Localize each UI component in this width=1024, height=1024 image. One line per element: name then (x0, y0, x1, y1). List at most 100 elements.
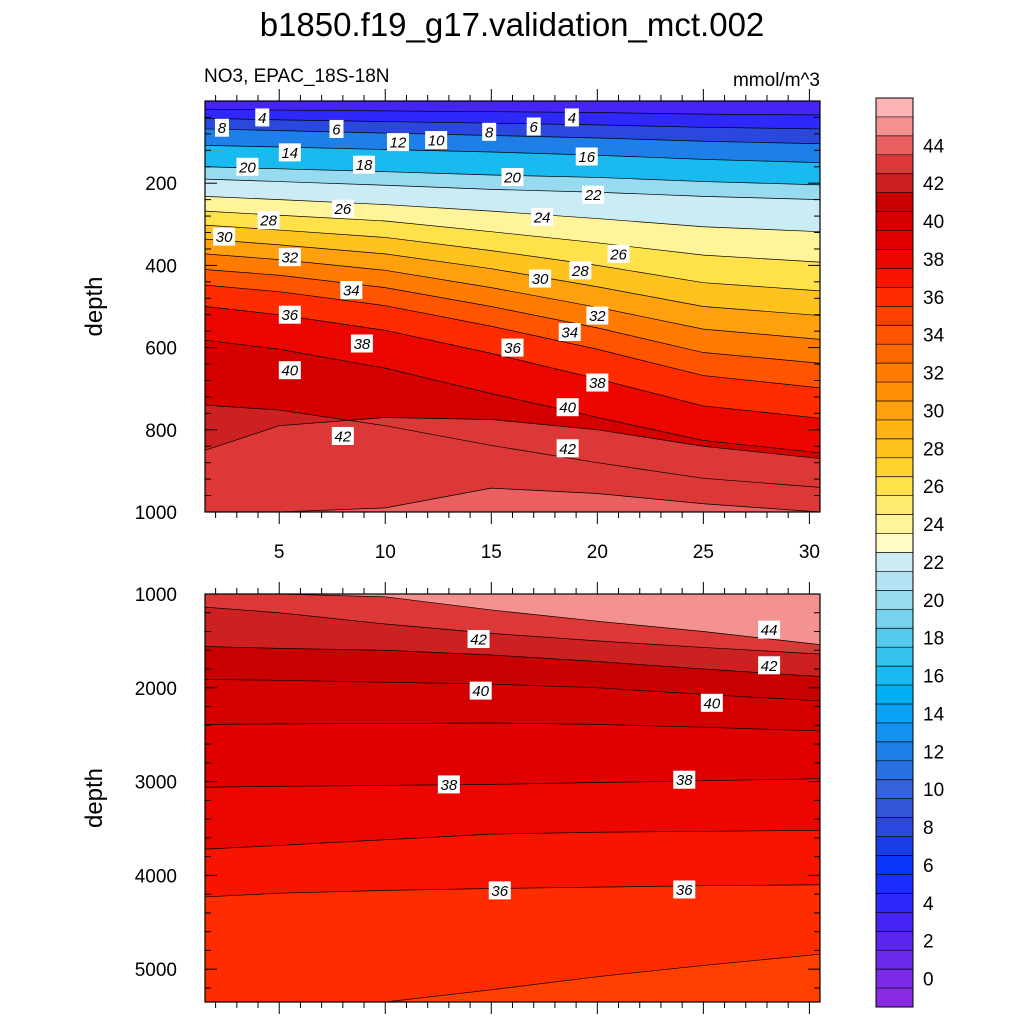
contour-label: 4 (255, 108, 270, 127)
colorbar-swatch (876, 628, 913, 648)
contour-line (205, 778, 820, 788)
contour-label: 38 (437, 775, 460, 794)
contour-band (205, 417, 820, 512)
colorbar-tick-label: 20 (923, 591, 944, 612)
contour-label: 10 (425, 131, 448, 150)
colorbar-tick-label: 2 (923, 932, 934, 953)
svg-text:32: 32 (281, 250, 298, 267)
svg-text:38: 38 (441, 777, 458, 794)
contour-band (205, 954, 820, 1002)
y-tick-label: 1000 (135, 503, 177, 524)
colorbar-swatch (876, 760, 913, 781)
y-tick-label: 4000 (135, 866, 177, 887)
contour-line (205, 108, 820, 116)
contour-label: 40 (700, 693, 723, 712)
colorbar-swatch (876, 306, 913, 326)
contour-label: 42 (758, 656, 781, 675)
contour-label: 18 (353, 155, 376, 174)
svg-text:38: 38 (676, 772, 693, 789)
colorbar-swatch (876, 154, 913, 175)
colorbar-swatch (876, 741, 913, 762)
contour-line (205, 269, 820, 364)
svg-text:36: 36 (281, 307, 298, 324)
contour-line (205, 646, 820, 677)
svg-text:32: 32 (589, 308, 606, 325)
svg-text:38: 38 (354, 336, 371, 353)
colorbar-tick-label: 16 (923, 667, 944, 688)
colorbar-swatch (876, 666, 913, 686)
svg-text:14: 14 (281, 145, 298, 162)
svg-text:38: 38 (589, 375, 606, 392)
contour-label: 40 (278, 361, 301, 380)
y-axis-label: depth (81, 768, 108, 828)
svg-text:4: 4 (258, 110, 266, 127)
svg-text:6: 6 (530, 119, 539, 136)
svg-text:10: 10 (428, 133, 445, 150)
y-tick-label: 5000 (135, 960, 177, 981)
svg-text:30: 30 (216, 229, 233, 246)
svg-text:26: 26 (334, 201, 352, 218)
svg-text:28: 28 (571, 263, 589, 280)
colorbar-swatch (876, 135, 913, 156)
contour-label: 38 (586, 373, 609, 392)
contour-line (205, 830, 820, 850)
colorbar-tick-label: 4 (923, 894, 934, 915)
y-tick-label: 3000 (135, 773, 177, 794)
colorbar-swatch (876, 230, 913, 250)
contour-label: 24 (531, 207, 554, 226)
colorbar-swatch (876, 590, 913, 610)
colorbar-swatch (876, 855, 913, 875)
svg-text:8: 8 (485, 124, 494, 141)
svg-text:16: 16 (578, 149, 595, 166)
colorbar-swatch (876, 325, 913, 345)
colorbar-swatch (876, 912, 913, 932)
svg-text:40: 40 (472, 683, 489, 700)
colorbar-tick-label: 30 (923, 401, 944, 422)
contour-label: 30 (529, 269, 552, 288)
lower-contour-fill (205, 594, 820, 1002)
contour-line (205, 606, 820, 655)
svg-text:4: 4 (568, 110, 576, 127)
colorbar-swatch (876, 382, 913, 402)
x-tick-label: 10 (375, 542, 396, 563)
contour-label: 28 (569, 261, 592, 280)
colorbar-swatch (876, 647, 913, 667)
x-tick-label: 20 (587, 542, 608, 563)
contour-label: 26 (607, 244, 630, 263)
svg-text:26: 26 (609, 246, 627, 263)
colorbar-tick-label: 26 (923, 477, 944, 498)
x-tick-label: 5 (274, 542, 285, 563)
y-tick-label: 200 (145, 174, 177, 195)
colorbar-swatch (876, 116, 913, 137)
colorbar-swatch (876, 192, 913, 213)
svg-text:44: 44 (761, 622, 778, 639)
contour-line (205, 178, 820, 200)
svg-text:40: 40 (559, 400, 576, 417)
svg-text:40: 40 (704, 695, 721, 712)
colorbar-tick-label: 24 (923, 515, 945, 536)
contour-label: 8 (482, 122, 497, 141)
y-tick-label: 1000 (135, 585, 177, 606)
chart-subtitle-variable: NO3, EPAC_18S-18N (204, 66, 390, 87)
upper-depth-panel: 200 400 600 800 1000 5 10 15 20 25 30 depth 8 4 6 14 20 1… (81, 89, 821, 563)
contour-label: 44 (758, 620, 781, 639)
colorbar-swatch (876, 268, 913, 288)
colorbar-swatch (876, 893, 913, 913)
colorbar-tick-label: 18 (923, 629, 944, 650)
contour-line (205, 238, 820, 316)
contour-label: 42 (331, 426, 354, 445)
svg-text:42: 42 (470, 632, 487, 649)
colorbar-swatch (876, 495, 913, 516)
colorbar-swatch (876, 571, 913, 591)
colorbar-tick-label: 14 (923, 704, 945, 725)
colorbar: 0246810121416182022242628303234363840424… (875, 97, 945, 1008)
colorbar-swatch (876, 874, 913, 894)
colorbar-tick-label: 12 (923, 742, 944, 763)
svg-text:20: 20 (503, 170, 521, 187)
colorbar-tick-label: 40 (923, 212, 944, 233)
colorbar-swatch (876, 211, 913, 231)
contour-line (205, 594, 820, 645)
contour-label: 32 (278, 248, 301, 267)
colorbar-swatch (876, 457, 913, 478)
